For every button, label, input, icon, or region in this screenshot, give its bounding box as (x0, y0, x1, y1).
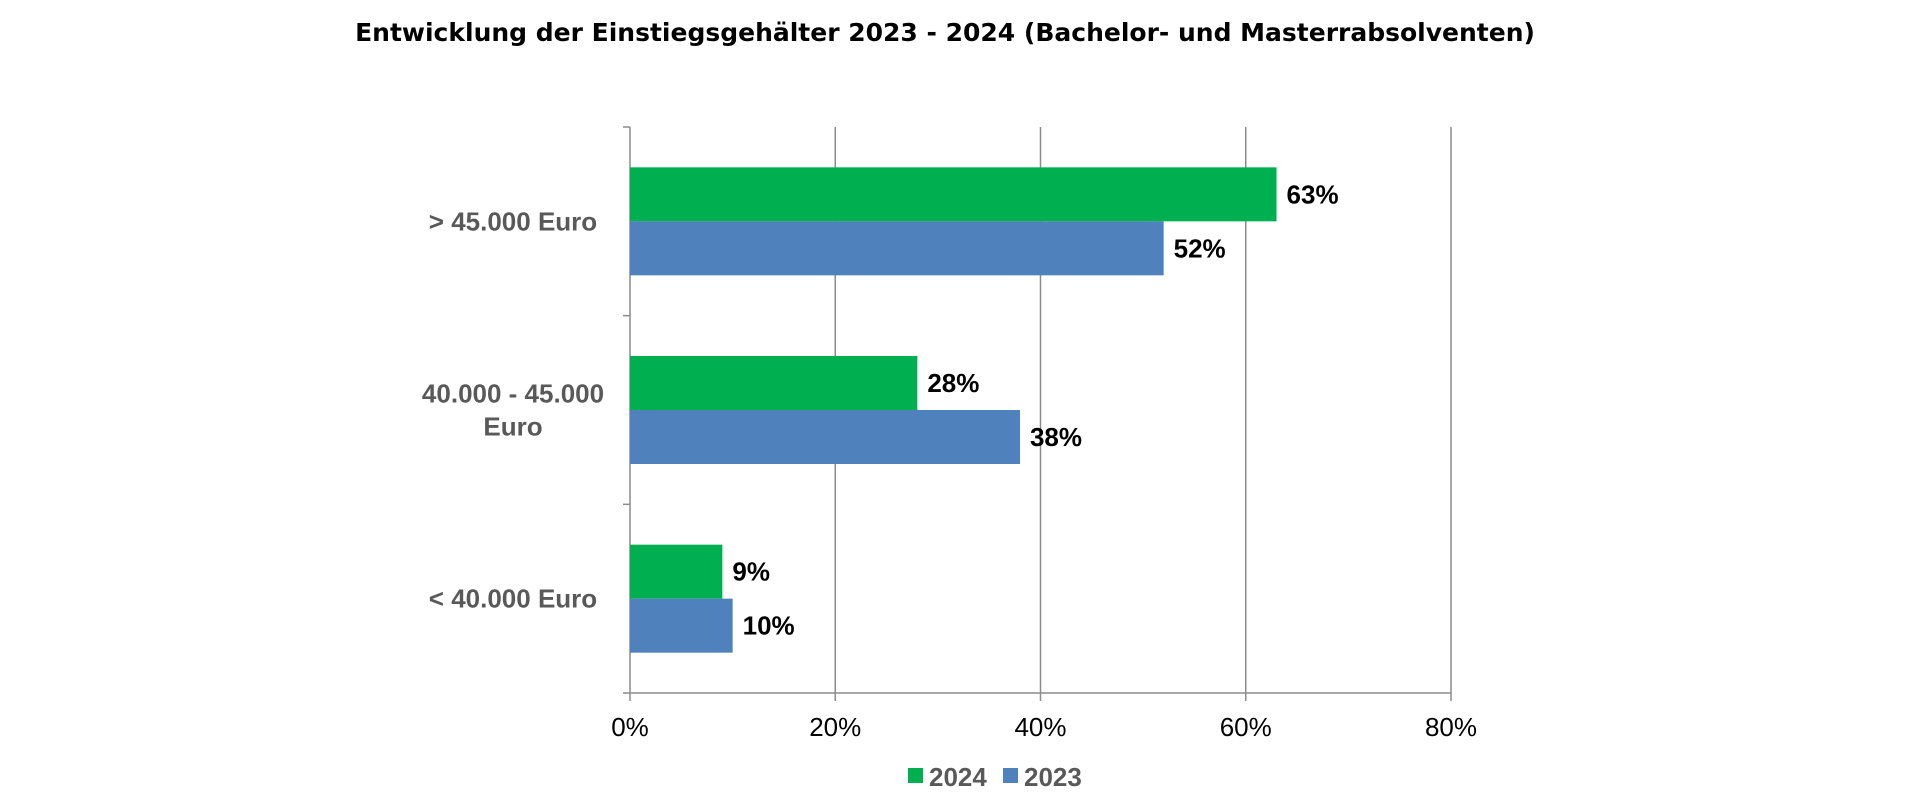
bar-2024 (630, 356, 918, 410)
x-tick-label: 60% (1220, 712, 1272, 742)
data-label: 63% (1287, 179, 1339, 209)
legend-label-2023: 2023 (1024, 762, 1082, 792)
data-label: 28% (927, 368, 979, 398)
legend-label-2024: 2024 (929, 762, 987, 792)
data-label: 52% (1174, 233, 1226, 263)
data-label: 10% (743, 611, 795, 641)
category-label: > 45.000 Euro (429, 206, 597, 236)
bar-2024 (630, 167, 1277, 222)
bar-2023 (630, 410, 1020, 464)
x-tick-label: 20% (809, 712, 861, 742)
legend-swatch-2024 (908, 768, 923, 783)
legend-swatch-2023 (1003, 768, 1018, 783)
data-label: 9% (732, 557, 770, 587)
x-tick-label: 80% (1425, 712, 1477, 742)
category-label: 40.000 - 45.000 Euro (422, 379, 604, 442)
bar-2024 (630, 544, 723, 599)
chart-title: Entwicklung der Einstiegsgehälter 2023 -… (355, 18, 1535, 47)
bar-2023 (630, 598, 733, 653)
category-label: < 40.000 Euro (429, 584, 597, 614)
x-tick-label: 40% (1014, 712, 1066, 742)
bar-2023 (630, 221, 1164, 276)
x-tick-label: 0% (611, 712, 649, 742)
data-label: 38% (1030, 422, 1082, 452)
